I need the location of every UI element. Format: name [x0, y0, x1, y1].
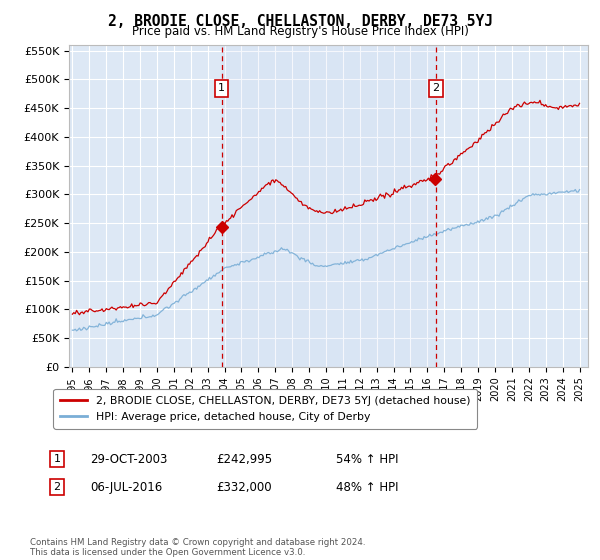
Text: 2, BRODIE CLOSE, CHELLASTON, DERBY, DE73 5YJ: 2, BRODIE CLOSE, CHELLASTON, DERBY, DE73… — [107, 14, 493, 29]
Legend: 2, BRODIE CLOSE, CHELLASTON, DERBY, DE73 5YJ (detached house), HPI: Average pric: 2, BRODIE CLOSE, CHELLASTON, DERBY, DE73… — [53, 389, 476, 428]
Text: 06-JUL-2016: 06-JUL-2016 — [90, 480, 162, 494]
Text: Contains HM Land Registry data © Crown copyright and database right 2024.
This d: Contains HM Land Registry data © Crown c… — [30, 538, 365, 557]
Text: £242,995: £242,995 — [216, 452, 272, 466]
Text: Price paid vs. HM Land Registry's House Price Index (HPI): Price paid vs. HM Land Registry's House … — [131, 25, 469, 38]
Text: 1: 1 — [53, 454, 61, 464]
Text: £332,000: £332,000 — [216, 480, 272, 494]
Bar — [221, 45, 436, 367]
Text: 2: 2 — [433, 83, 440, 94]
Text: 29-OCT-2003: 29-OCT-2003 — [90, 452, 167, 466]
Text: 1: 1 — [218, 83, 225, 94]
Text: 2: 2 — [53, 482, 61, 492]
Text: 54% ↑ HPI: 54% ↑ HPI — [336, 452, 398, 466]
Text: 48% ↑ HPI: 48% ↑ HPI — [336, 480, 398, 494]
